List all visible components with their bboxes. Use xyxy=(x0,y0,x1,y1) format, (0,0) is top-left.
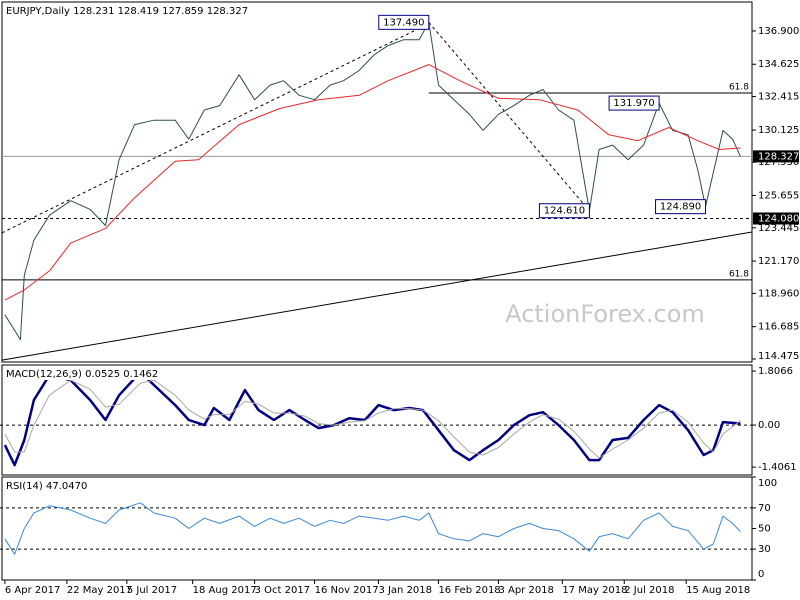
x-tick-label: 15 Aug 2018 xyxy=(686,585,750,596)
title-bg xyxy=(4,4,253,17)
x-tick-label: 3 Apr 2018 xyxy=(498,585,553,596)
y-tick-label: 1.8066 xyxy=(758,366,793,377)
x-tick-label: 3 Jan 2018 xyxy=(378,585,432,596)
annotation-label: 137.490 xyxy=(383,17,424,28)
x-tick-label: 16 Feb 2018 xyxy=(438,585,500,596)
y-tick-label: 136.900 xyxy=(758,26,799,37)
title-bg xyxy=(4,479,92,492)
price-box xyxy=(753,150,799,163)
price-box-label: 124.080 xyxy=(758,213,799,224)
level-label: 61.8 xyxy=(729,82,749,92)
series-line xyxy=(4,502,741,555)
x-tick-label: 6 Apr 2017 xyxy=(5,585,60,596)
x-tick-label: 17 May 2018 xyxy=(562,585,627,596)
x-tick-label: 5 Jul 2017 xyxy=(127,585,177,596)
y-tick-label: 0 xyxy=(758,569,764,580)
trendline xyxy=(1,23,429,234)
x-tick-label: 22 May 2017 xyxy=(67,585,132,596)
annotation-label: 131.970 xyxy=(613,98,654,109)
x-tick-label: 2 Jul 2018 xyxy=(624,585,674,596)
level-label: 61.8 xyxy=(729,269,749,279)
annotation-label: 124.890 xyxy=(660,202,701,213)
y-tick-label: 130.125 xyxy=(758,125,799,136)
price-box xyxy=(753,212,799,225)
y-tick-label: 50 xyxy=(758,524,771,535)
annotation-box xyxy=(655,199,707,215)
annotation-box xyxy=(608,95,660,111)
panel-frame xyxy=(1,364,753,476)
x-tick-label: 3 Oct 2017 xyxy=(255,585,310,596)
annotation-box xyxy=(538,203,590,219)
watermark: ActionForex.com xyxy=(505,300,705,328)
series-line xyxy=(4,21,741,341)
y-tick-label: 121.170 xyxy=(758,256,799,267)
price-box-label: 128.327 xyxy=(758,151,799,162)
panel-title: EURJPY,Daily 128.231 128.419 127.859 128… xyxy=(6,6,248,17)
series-line xyxy=(4,64,741,301)
panel-title: RSI(14) 47.0470 xyxy=(6,481,87,492)
y-tick-label: 0.00 xyxy=(758,420,780,431)
y-tick-label: 127.930 xyxy=(758,157,799,168)
y-tick-label: 132.415 xyxy=(758,92,799,103)
y-tick-label: 123.445 xyxy=(758,223,799,234)
annotation-label: 124.610 xyxy=(544,206,585,217)
trendline xyxy=(428,22,590,212)
y-tick-label: 125.655 xyxy=(758,190,799,201)
y-tick-label: 114.475 xyxy=(758,351,799,362)
y-tick-label: 30 xyxy=(758,544,771,555)
series-line xyxy=(3,370,741,467)
y-tick-label: 134.625 xyxy=(758,59,799,70)
annotation-box xyxy=(378,14,430,30)
x-tick-label: 16 Nov 2017 xyxy=(315,585,379,596)
panel-title: MACD(12,26,9) 0.0525 0.1462 xyxy=(6,369,158,380)
y-tick-label: 70 xyxy=(758,503,771,514)
x-tick-label: 18 Aug 2017 xyxy=(193,585,257,596)
y-tick-label: 116.685 xyxy=(758,322,799,333)
y-tick-label: 118.960 xyxy=(758,288,799,299)
panel-frame xyxy=(1,1,753,363)
y-tick-label: -1.4061 xyxy=(758,462,797,473)
trendline xyxy=(1,231,753,361)
title-bg xyxy=(4,367,163,380)
y-tick-label: 100 xyxy=(758,478,777,489)
series-line xyxy=(4,379,741,459)
